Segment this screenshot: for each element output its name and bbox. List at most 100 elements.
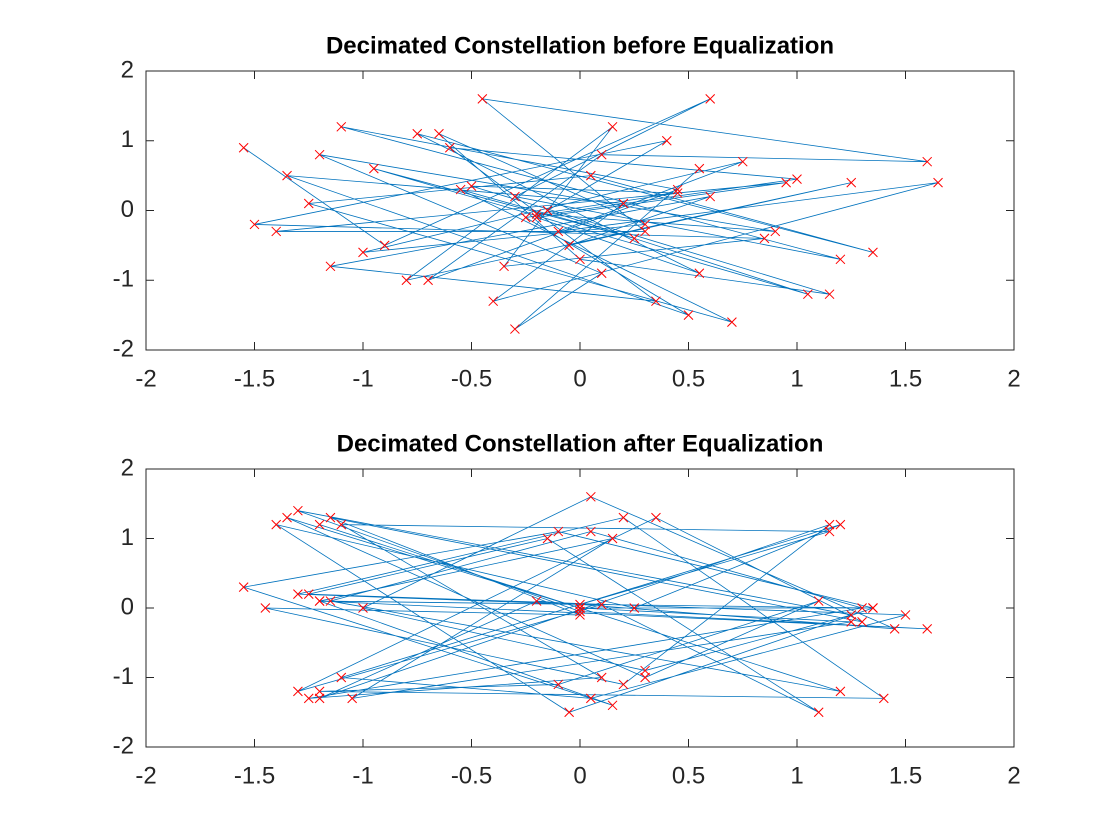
marker [835, 686, 846, 697]
marker [618, 679, 629, 690]
x-tick-label: 0.5 [672, 365, 705, 392]
marker [824, 289, 835, 300]
marker [857, 603, 867, 613]
marker [434, 128, 444, 139]
y-tick-label: 0 [121, 196, 134, 223]
y-tick-label: -1 [113, 663, 134, 690]
marker [813, 596, 824, 606]
marker [260, 603, 271, 613]
marker [282, 170, 292, 181]
marker [575, 254, 585, 265]
marker [325, 512, 336, 523]
x-tick-label: 1 [790, 762, 803, 789]
marker [651, 296, 661, 307]
marker [878, 693, 889, 704]
marker [303, 198, 314, 209]
y-tick-label: 1 [121, 126, 134, 153]
marker [596, 599, 607, 610]
marker [618, 198, 629, 209]
marker [727, 317, 737, 327]
chart-title: Decimated Constellation after Equalizati… [337, 430, 824, 457]
marker [542, 533, 553, 544]
marker [531, 212, 542, 223]
marker [412, 128, 423, 139]
marker [401, 275, 412, 286]
marker [553, 226, 564, 237]
marker [314, 596, 325, 606]
marker [542, 205, 553, 216]
data-line [243, 496, 928, 713]
marker [857, 617, 867, 627]
marker [900, 610, 911, 620]
marker [835, 519, 846, 530]
marker [607, 700, 618, 711]
marker [889, 623, 900, 634]
marker [314, 519, 325, 530]
marker [792, 174, 802, 184]
x-tick-label: 2 [1007, 365, 1020, 392]
marker [477, 94, 488, 104]
marker [271, 226, 282, 237]
marker [379, 240, 390, 251]
marker [640, 219, 650, 230]
marker [347, 693, 358, 704]
marker [868, 603, 878, 613]
marker [358, 603, 368, 613]
marker [488, 296, 499, 307]
marker [922, 156, 933, 167]
axes-background [146, 71, 1014, 350]
marker [325, 596, 336, 606]
marker [510, 191, 520, 202]
y-tick-label: 2 [121, 56, 134, 83]
marker [336, 672, 347, 683]
x-tick-label: -1.5 [234, 365, 275, 392]
marker [531, 209, 542, 219]
marker [249, 219, 260, 230]
x-tick-label: 0 [573, 365, 586, 392]
marker [293, 686, 303, 697]
marker [336, 519, 347, 530]
y-tick-label: -1 [113, 266, 134, 293]
x-tick-label: -1.5 [234, 762, 275, 789]
x-tick-label: -0.5 [451, 365, 492, 392]
marker [629, 603, 640, 613]
marker [531, 596, 542, 606]
marker [282, 512, 292, 523]
marker [466, 181, 477, 191]
y-tick-label: 1 [121, 524, 134, 551]
y-tick-label: -2 [113, 732, 134, 759]
marker [824, 526, 835, 537]
marker [314, 693, 325, 704]
y-tick-label: -2 [113, 335, 134, 362]
marker [629, 233, 640, 244]
x-tick-label: 2 [1007, 762, 1020, 789]
marker [575, 603, 585, 613]
marker [303, 589, 314, 599]
chart-title: Decimated Constellation before Equalizat… [326, 32, 834, 59]
marker [868, 247, 878, 258]
marker [824, 519, 835, 530]
marker [585, 526, 596, 537]
marker [672, 188, 683, 198]
marker [455, 184, 466, 195]
marker [303, 693, 314, 704]
marker [564, 240, 575, 251]
marker [553, 679, 564, 690]
marker [575, 610, 585, 620]
x-tick-label: 0.5 [672, 762, 705, 789]
marker [585, 170, 596, 181]
marker [596, 672, 607, 683]
marker [651, 512, 661, 523]
y-tick-label: 2 [121, 454, 134, 481]
marker [444, 142, 455, 153]
marker [575, 606, 585, 617]
marker [596, 268, 607, 279]
marker [325, 261, 336, 272]
marker [933, 177, 943, 188]
marker [694, 163, 705, 174]
marker [564, 707, 575, 718]
marker [271, 519, 282, 530]
marker [423, 275, 433, 286]
marker [694, 268, 705, 279]
marker [781, 177, 792, 188]
